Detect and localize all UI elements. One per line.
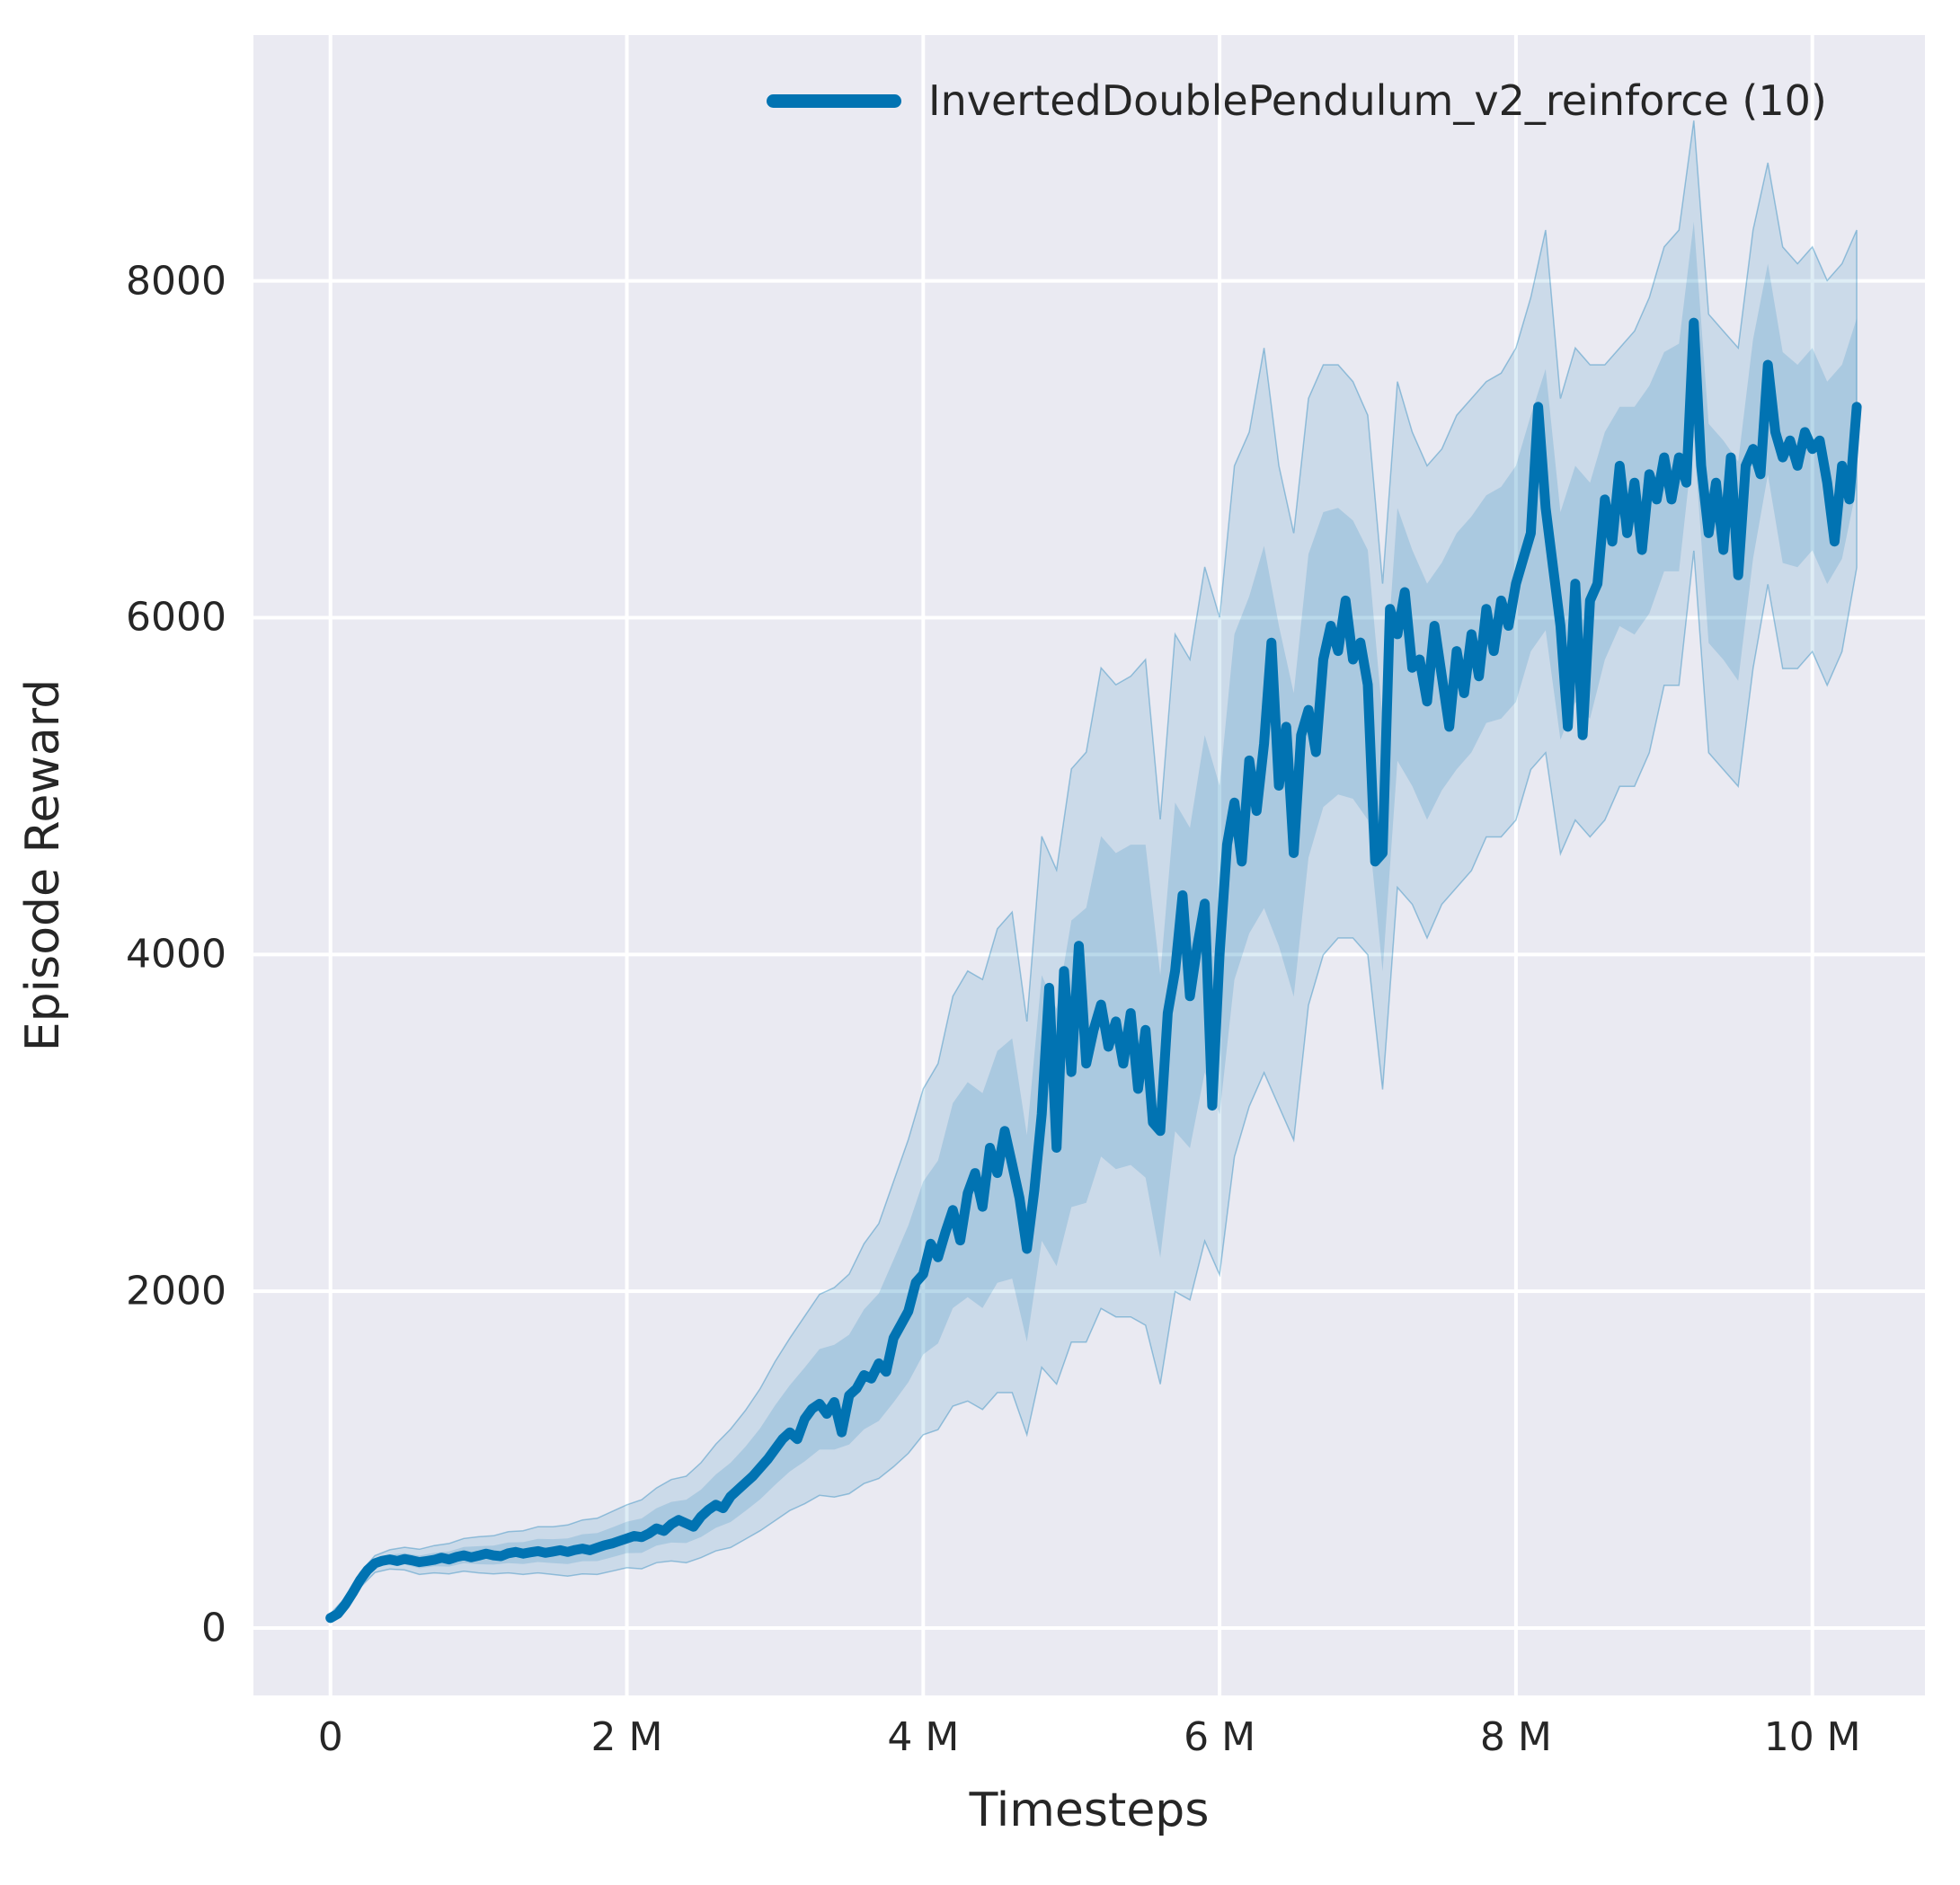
y-tick-label: 0 [201,1605,226,1651]
y-tick-label: 2000 [126,1268,226,1314]
x-tick-label: 2 M [590,1714,663,1760]
x-tick-label: 8 M [1479,1714,1552,1760]
mean-line [325,317,1862,1624]
legend: InvertedDoublePendulum_v2_reinforce (10) [767,76,1827,125]
y-axis-label: Episode Reward [16,678,70,1052]
y-tick-label: 4000 [126,931,226,978]
x-axis-label: Timesteps [969,1783,1210,1837]
x-tick-label: 10 M [1763,1714,1861,1760]
x-tick-label: 6 M [1184,1714,1256,1760]
confidence-band-outer [329,120,1858,1624]
x-tick-label: 0 [317,1714,343,1760]
y-tick-label: 8000 [126,258,226,305]
y-tick-label: 6000 [126,594,226,641]
chart-canvas [253,35,1925,1695]
confidence-band-inner [330,221,1858,1620]
plot-area [253,35,1925,1695]
legend-series-label: InvertedDoublePendulum_v2_reinforce (10) [928,76,1827,125]
x-tick-label: 4 M [887,1714,960,1760]
legend-line-swatch [767,93,901,108]
